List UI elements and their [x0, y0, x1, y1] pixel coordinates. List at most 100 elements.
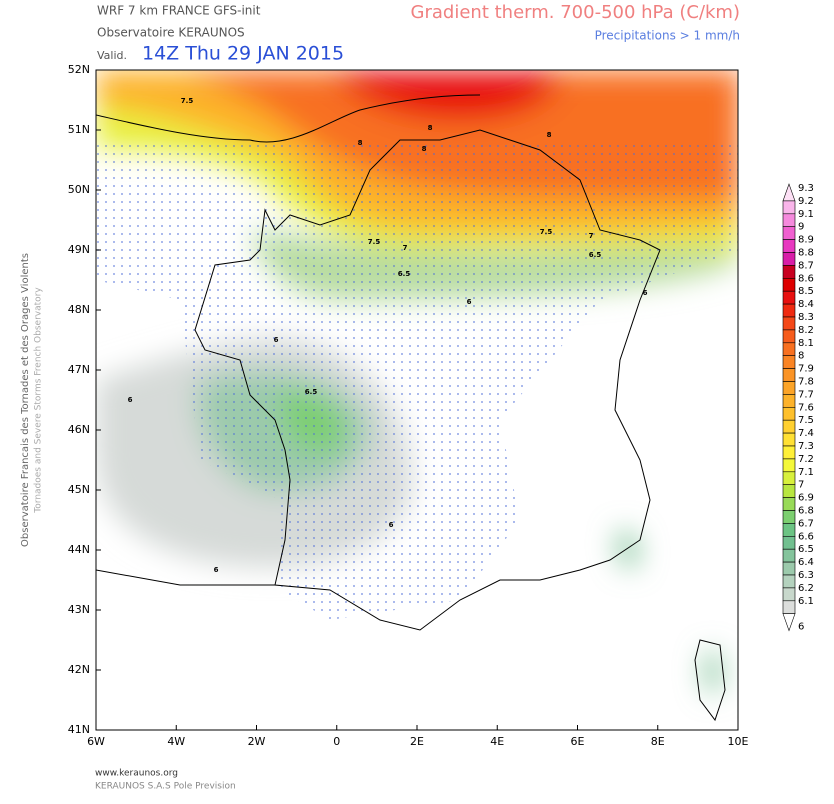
colorbar-cell — [782, 419, 796, 434]
contour-label: 6.5 — [589, 251, 602, 259]
lat-label: 42N — [68, 663, 90, 676]
colorbar-label: 7.3 — [798, 441, 814, 452]
colorbar-cell — [782, 471, 796, 485]
colorbar-cell — [782, 394, 796, 408]
colorbar-cell — [782, 458, 796, 473]
lon-label: 2E — [410, 735, 424, 748]
colorbar-cell — [782, 239, 796, 253]
contour-label: 7.5 — [181, 97, 194, 105]
colorbar-label: 6.2 — [798, 583, 814, 594]
colorbar-label: 8.2 — [798, 325, 814, 336]
colorbar-label: 8.1 — [798, 338, 814, 349]
contour-label: 8 — [358, 139, 363, 147]
contour-label: 6 — [274, 336, 279, 344]
header: WRF 7 km FRANCE GFS-init Observatoire KE… — [97, 2, 740, 65]
lat-label: 46N — [68, 423, 90, 436]
side-text: Observatoire Francais des Tornades et de… — [20, 253, 31, 547]
contour-label: 7.5 — [540, 228, 553, 236]
colorbar-cell — [782, 265, 796, 279]
contour-label: 8 — [547, 131, 552, 139]
contour-label: 6.5 — [398, 270, 411, 278]
lat-label: 49N — [68, 243, 90, 256]
contour-label: 7 — [403, 244, 408, 252]
colorbar-label: 8 — [798, 351, 804, 362]
colorbar-cell — [782, 277, 796, 292]
colorbar-label: 6.6 — [798, 531, 814, 542]
contour-label: 7 — [589, 232, 594, 240]
colorbar-cell — [782, 316, 796, 331]
lon-label: 8E — [651, 735, 665, 748]
colorbar-label: 6.1 — [798, 596, 814, 607]
colorbar-label: 8.8 — [798, 248, 814, 259]
colorbar-cell — [782, 200, 796, 215]
colorbar-label: 8.3 — [798, 312, 814, 323]
colorbar-cell — [782, 574, 796, 589]
colorbar-label: 8.5 — [798, 286, 814, 297]
colorbar-cell — [782, 587, 796, 602]
lon-label: 4W — [167, 735, 185, 748]
contour-label: 7.5 — [368, 238, 381, 246]
colorbar-label: 6.7 — [798, 518, 814, 529]
lat-label: 44N — [68, 543, 90, 556]
colorbar-cell — [782, 355, 796, 369]
overlay-title: Precipitations > 1 mm/h — [595, 29, 740, 43]
colorbar-cell — [782, 561, 796, 576]
colorbar-label: 9.2 — [798, 196, 814, 207]
lon-label: 4E — [490, 735, 504, 748]
map — [96, 70, 738, 730]
valid-time: 14Z Thu 29 JAN 2015 — [142, 43, 344, 65]
colorbar-label: 7.1 — [798, 467, 814, 478]
colorbar-label: 7.4 — [798, 428, 814, 439]
colorbar-label: 6.9 — [798, 493, 814, 504]
contour-label: 8 — [428, 124, 433, 132]
colorbar-cap — [782, 613, 796, 632]
colorbar-cell — [782, 381, 796, 395]
colorbar-cell — [782, 548, 796, 563]
colorbar-label: 8.6 — [798, 273, 814, 284]
lon-label: 0 — [333, 735, 340, 748]
contour-label: 6 — [643, 289, 648, 297]
colorbar-cell — [782, 523, 796, 537]
valid-prefix: Valid. — [97, 49, 127, 62]
colorbar-cell — [782, 406, 796, 421]
contour-label: 6 — [214, 566, 219, 574]
lat-label: 50N — [68, 183, 90, 196]
field-title: Gradient therm. 700-500 hPa (C/km) — [411, 2, 740, 23]
colorbar-label: 6.3 — [798, 570, 814, 581]
lat-label: 52N — [68, 63, 90, 76]
footer-site: www.keraunos.org — [95, 769, 178, 779]
precip-dots — [96, 140, 738, 620]
colorbar-label: 9 — [798, 222, 804, 233]
colorbar-cell — [782, 226, 796, 240]
lat-label: 51N — [68, 123, 90, 136]
colorbar-label: 7.5 — [798, 415, 814, 426]
colorbar-label: 8.7 — [798, 260, 814, 271]
lon-label: 6E — [571, 735, 585, 748]
colorbar-cell — [782, 445, 796, 460]
colorbar-cell — [782, 535, 796, 550]
contour-label: 6 — [128, 396, 133, 404]
colorbar-label: 9.3 — [798, 183, 814, 194]
observatory: Observatoire KERAUNOS — [97, 26, 245, 40]
contour-label: 6 — [467, 298, 472, 306]
coastlines — [96, 94, 726, 722]
colorbar-cell — [782, 213, 796, 228]
lat-label: 45N — [68, 483, 90, 496]
colorbar-cap — [782, 183, 796, 202]
colorbar-label: 7.9 — [798, 364, 814, 375]
colorbar-label: 6 — [798, 622, 804, 633]
colorbar-label: 7 — [798, 480, 804, 491]
colorbar-label: 8.9 — [798, 235, 814, 246]
lat-label: 43N — [68, 603, 90, 616]
lon-label: 6W — [87, 735, 105, 748]
colorbar-cell — [782, 329, 796, 344]
colorbar-cell — [782, 510, 796, 524]
colorbar-cell — [782, 252, 796, 266]
colorbar-cell — [782, 600, 796, 614]
lat-label: 48N — [68, 303, 90, 316]
colorbar-label: 6.8 — [798, 506, 814, 517]
lat-label: 41N — [68, 723, 90, 736]
colorbar-label: 9.1 — [798, 209, 814, 220]
contour-label: 6.5 — [305, 388, 318, 396]
